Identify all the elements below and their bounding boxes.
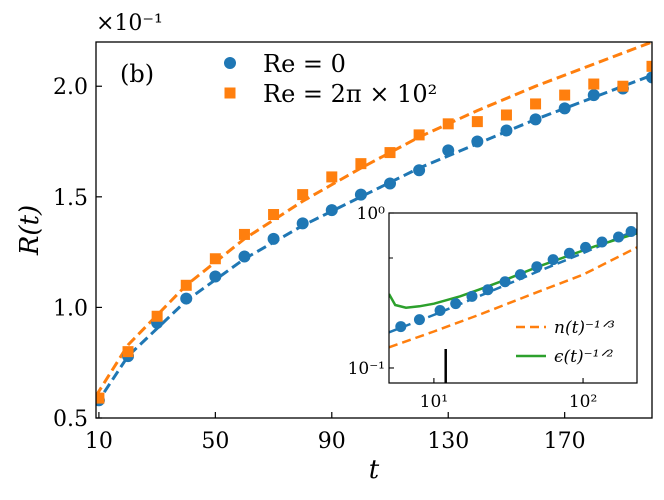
square-point-0	[96, 392, 105, 404]
inset-circle-point-12	[596, 236, 608, 248]
circle-point-15	[529, 113, 542, 126]
fit-line-2	[96, 73, 652, 406]
square-point-15	[530, 98, 542, 110]
square-point-7	[297, 189, 309, 201]
inset-background	[389, 213, 637, 383]
circle-point-19	[646, 71, 652, 84]
x-tick-label-0: 10	[85, 429, 113, 454]
inset-circle-point-1	[413, 314, 425, 326]
inset-axes-frame	[388, 212, 638, 384]
square-point-9	[355, 158, 367, 170]
x-axis-label: t	[369, 455, 380, 485]
inset-legend: n(t)⁻¹ᐟ³ ϵ(t)⁻¹ᐟ²	[516, 318, 615, 367]
legend-marker-circle	[224, 57, 236, 69]
y-tick-label-3: 2.0	[53, 75, 88, 100]
inset-circle-point-6	[499, 276, 511, 288]
legend-label-re2pi: Re = 2π × 10²	[263, 80, 437, 108]
square-point-5	[238, 228, 250, 240]
circle-point-7	[296, 217, 309, 230]
main-legend: Re = 0Re = 2π × 10²	[224, 50, 437, 108]
inset-circle-point-5	[482, 284, 494, 296]
x-tick-label-3: 130	[427, 429, 469, 454]
circle-point-4	[209, 270, 222, 283]
inset-dashed-line-2	[389, 246, 637, 349]
x-tick-label-2: 90	[318, 429, 346, 454]
panel-label: (b)	[120, 60, 154, 88]
inset-circle-point-11	[580, 241, 592, 253]
square-point-16	[559, 89, 571, 101]
square-point-2	[151, 310, 163, 322]
inset-legend-label-eps: ϵ(t)⁻¹ᐟ²	[554, 347, 614, 367]
inset-plot: 10¹ 10² 10⁻¹ 10⁰ n(t)⁻¹ᐟ³ ϵ(t)⁻¹ᐟ²	[348, 204, 638, 412]
y-axis-label: R(t)	[15, 205, 45, 256]
x-tick-label-1: 50	[201, 429, 229, 454]
y-tick-label-2: 1.5	[53, 186, 88, 211]
y-tick-label-0: 0.5	[53, 407, 88, 432]
main-series-group	[96, 42, 652, 407]
inset-circle-point-7	[514, 269, 526, 281]
main-axes-frame	[95, 41, 653, 419]
circle-point-6	[267, 232, 280, 245]
square-point-10	[384, 147, 396, 159]
circle-point-3	[180, 292, 193, 305]
inset-y-tick-label-0: 10⁻¹	[348, 359, 385, 379]
inset-y-tick-label-1: 10⁰	[357, 204, 386, 224]
square-point-18	[617, 80, 629, 92]
circle-point-10	[384, 177, 397, 190]
inset-circle-point-9	[547, 254, 559, 266]
square-point-19	[646, 60, 652, 72]
inset-circle-point-0	[395, 321, 407, 333]
square-point-13	[471, 116, 483, 128]
square-point-12	[442, 118, 454, 130]
square-point-14	[500, 109, 512, 121]
inset-circle-point-4	[466, 290, 478, 302]
square-point-8	[326, 171, 338, 183]
legend-marker-square	[224, 87, 236, 99]
circle-point-12	[442, 144, 455, 157]
inset-circle-point-13	[613, 231, 625, 243]
y-multiplier: ×10⁻¹	[96, 11, 163, 36]
square-point-6	[268, 209, 280, 221]
square-point-17	[588, 78, 600, 90]
inset-x-tick-label-1: 10²	[569, 392, 597, 412]
circle-point-11	[413, 164, 426, 177]
inset-circle-point-3	[450, 298, 462, 310]
circle-point-9	[354, 188, 367, 201]
circle-point-13	[471, 135, 484, 148]
inset-legend-label-n: n(t)⁻¹ᐟ³	[554, 318, 615, 338]
inset-x-tick-label-0: 10¹	[420, 392, 448, 412]
circle-point-17	[587, 89, 600, 102]
square-point-4	[209, 253, 221, 265]
circle-point-5	[238, 250, 251, 263]
x-tick-label-4: 170	[544, 429, 586, 454]
inset-circle-point-2	[434, 304, 446, 316]
circle-point-14	[500, 124, 513, 137]
legend-label-re0: Re = 0	[263, 50, 346, 78]
circle-point-16	[558, 102, 571, 115]
square-point-1	[122, 346, 134, 358]
square-point-11	[413, 129, 425, 141]
y-tick-label-1: 1.0	[53, 296, 88, 321]
circle-point-8	[325, 204, 338, 217]
square-point-3	[180, 279, 192, 291]
main-plot: 10 50 90 130 170 0.5 1.0 1.5 2.0 ×10⁻¹ t R(t) (b) Re …	[15, 11, 653, 485]
inset-circle-point-14	[625, 225, 637, 237]
inset-series-group	[389, 225, 637, 349]
inset-circle-point-8	[531, 261, 543, 273]
inset-circle-point-10	[563, 247, 575, 259]
